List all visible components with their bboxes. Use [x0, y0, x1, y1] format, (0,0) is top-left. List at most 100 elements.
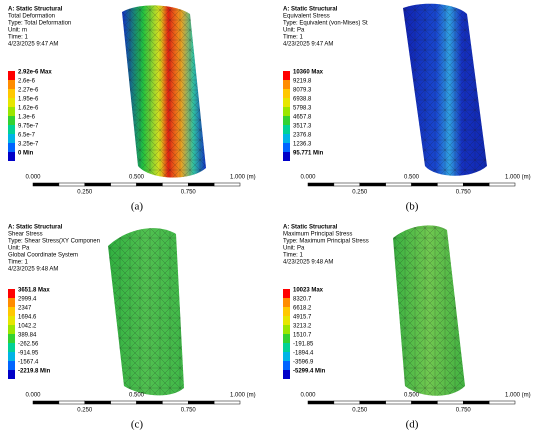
- header-line: Type: Total Deformation: [8, 21, 71, 27]
- scale-label: 0.250: [352, 190, 368, 196]
- scale-segment: [437, 182, 464, 187]
- scale-label: 0.000: [300, 175, 316, 181]
- scale-segment: [84, 400, 111, 405]
- legend-label: 1236.3: [293, 142, 312, 148]
- mesh: [122, 5, 206, 178]
- scale-label: 0.000: [25, 175, 41, 181]
- scale-segment: [188, 182, 215, 187]
- legend-swatch: [283, 361, 290, 370]
- header-line: Total Deformation: [8, 14, 55, 20]
- mesh: [108, 228, 184, 396]
- legend-label: 1510.7: [293, 333, 312, 339]
- legend-label: -5299.4 Min: [293, 369, 326, 375]
- legend-label: 95.771 Min: [293, 151, 324, 157]
- legend-swatch: [283, 71, 290, 80]
- legend-swatch: [8, 125, 15, 134]
- header-line: Type: Equivalent (von-Mises) St: [283, 21, 368, 27]
- scale-segment: [213, 400, 241, 405]
- header-line: 4/23/2025 9:48 AM: [283, 260, 333, 266]
- scale-segment: [385, 182, 412, 187]
- legend-label: 8079.3: [293, 88, 312, 94]
- legend-swatch: [8, 98, 15, 107]
- legend-label: -2219.8 Min: [18, 369, 51, 375]
- scale-segment: [307, 400, 335, 405]
- legend-label: 6618.2: [293, 306, 312, 312]
- legend-swatch: [283, 116, 290, 125]
- legend-swatch: [8, 361, 15, 370]
- legend-swatch: [8, 298, 15, 307]
- scale-segment: [488, 182, 516, 187]
- header-line: Unit: Pa: [8, 246, 30, 252]
- legend-label: 6.5e-7: [18, 133, 36, 139]
- scale-segment: [463, 182, 490, 187]
- legend-label: 6938.8: [293, 97, 312, 103]
- legend-label: -1567.4: [18, 360, 39, 366]
- caption: (b): [406, 201, 419, 213]
- header-line: Type: Maximum Principal Stress: [283, 239, 369, 245]
- scale-segment: [333, 182, 360, 187]
- scale-label: 0.250: [352, 408, 368, 414]
- header-line: Time: 1: [8, 260, 28, 266]
- legend-swatch: [283, 343, 290, 352]
- legend-label: 1.3e-6: [18, 115, 36, 121]
- scale-label: 1.000 (m): [505, 175, 531, 181]
- legend-label: 8320.7: [293, 297, 312, 303]
- legend-label: 10360 Max: [293, 70, 324, 76]
- scale-label: 1.000 (m): [505, 393, 531, 399]
- header-line: A: Static Structural: [8, 225, 63, 231]
- scale-segment: [110, 400, 137, 405]
- scale-label: 0.750: [456, 408, 472, 414]
- header-line: Unit: Pa: [283, 246, 305, 252]
- legend-label: 1694.6: [18, 315, 37, 321]
- legend-label: 389.84: [18, 333, 37, 339]
- scale-segment: [359, 182, 386, 187]
- legend-label: 1.95e-6: [18, 97, 39, 103]
- legend-swatch: [283, 325, 290, 334]
- scale-label: 0.500: [404, 393, 420, 399]
- scale-label: 0.000: [300, 393, 316, 399]
- scale-segment: [84, 182, 111, 187]
- legend-swatch: [8, 80, 15, 89]
- scale-label: 0.000: [25, 393, 41, 399]
- scale-segment: [58, 400, 85, 405]
- scale-segment: [488, 400, 516, 405]
- scale-segment: [136, 182, 163, 187]
- scale-segment: [58, 182, 85, 187]
- legend-label: 2376.8: [293, 133, 312, 139]
- scale-segment: [437, 400, 464, 405]
- header-line: A: Static Structural: [283, 225, 338, 231]
- scale-label: 1.000 (m): [230, 393, 256, 399]
- legend-swatch: [8, 89, 15, 98]
- legend-swatch: [8, 143, 15, 152]
- legend-label: 3.25e-7: [18, 142, 39, 148]
- scale-segment: [110, 182, 137, 187]
- legend-swatch: [283, 89, 290, 98]
- legend-swatch: [283, 307, 290, 316]
- legend-swatch: [283, 107, 290, 116]
- caption: (a): [131, 201, 144, 213]
- header-line: 4/23/2025 9:47 AM: [283, 42, 333, 48]
- legend-label: 3213.2: [293, 324, 312, 330]
- scale-label: 0.500: [404, 175, 420, 181]
- legend-label: 2.27e-6: [18, 88, 39, 94]
- legend-swatch: [8, 307, 15, 316]
- legend-swatch: [283, 98, 290, 107]
- legend-label: 2347: [18, 306, 32, 312]
- scale-segment: [188, 400, 215, 405]
- legend-swatch: [283, 152, 290, 161]
- scale-label: 1.000 (m): [230, 175, 256, 181]
- scale-segment: [411, 400, 438, 405]
- scale-segment: [385, 400, 412, 405]
- legend-label: 10023 Max: [293, 288, 324, 294]
- scale-segment: [411, 182, 438, 187]
- scale-label: 0.250: [77, 190, 93, 196]
- scale-label: 0.500: [129, 175, 145, 181]
- legend-label: -3596.9: [293, 360, 314, 366]
- header-line: Global Coordinate System: [8, 253, 78, 259]
- legend-label: 3517.3: [293, 124, 312, 130]
- scale-label: 0.750: [181, 190, 197, 196]
- header-line: Time: 1: [283, 253, 303, 259]
- scale-segment: [32, 182, 60, 187]
- header-line: Maximum Principal Stress: [283, 232, 352, 238]
